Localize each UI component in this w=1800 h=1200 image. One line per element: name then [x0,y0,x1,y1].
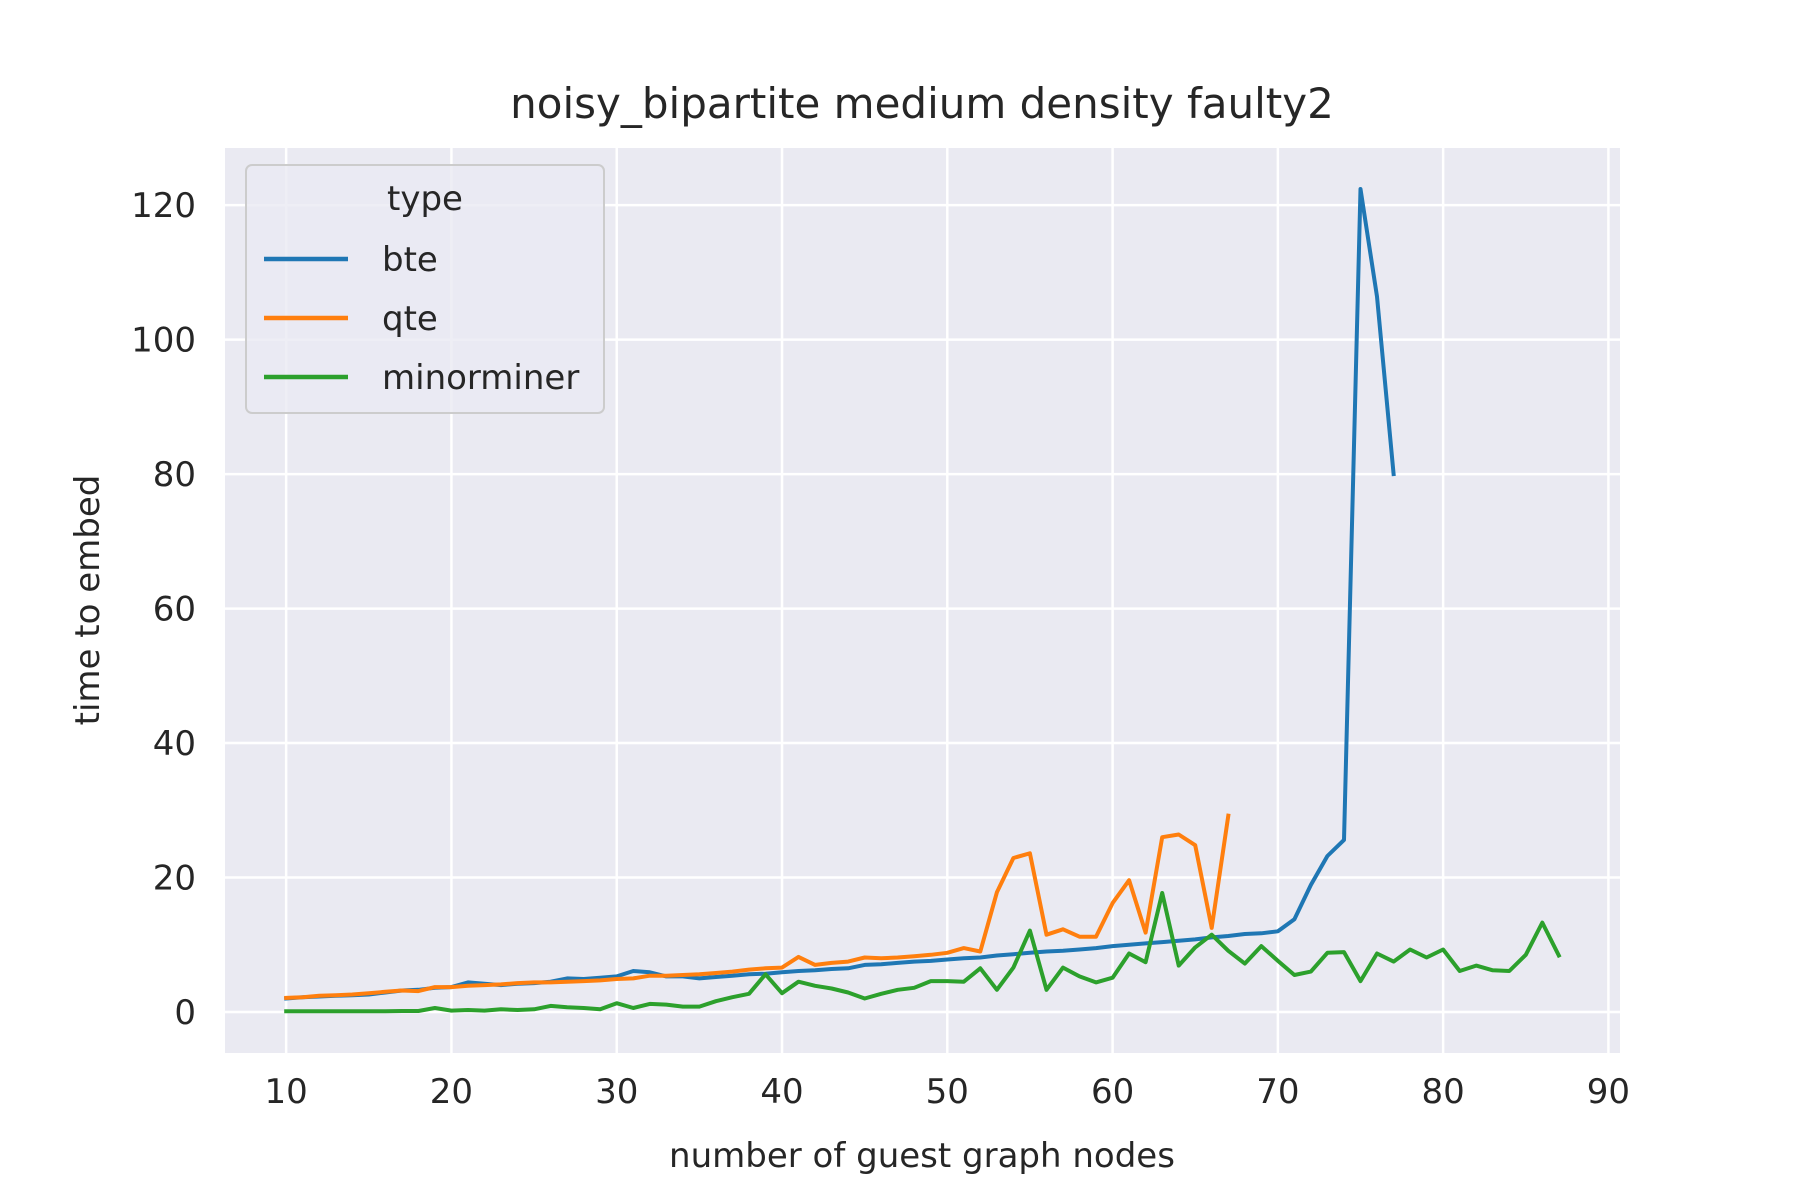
chart-title: noisy_bipartite medium density faulty2 [510,79,1334,128]
y-tick-label: 80 [153,455,196,495]
x-tick-label: 70 [1256,1072,1299,1112]
x-tick-label: 80 [1422,1072,1465,1112]
legend-label-minorminer: minorminer [382,358,579,398]
series-line-qte [284,813,1231,1000]
x-tick-label: 20 [430,1072,473,1112]
x-axis-ticks: 10 20 30 40 50 60 70 80 90 [265,1072,1631,1112]
legend-label-bte: bte [382,240,438,280]
legend-label-qte: qte [382,299,438,339]
grid-lines [225,148,1620,1053]
x-axis-label: number of guest graph nodes [669,1136,1175,1176]
legend-title: type [387,179,463,219]
y-tick-label: 60 [153,590,196,630]
y-tick-label: 100 [131,321,196,361]
y-axis-label: time to embed [68,475,108,726]
legend: type bte qte minorminer [245,164,605,414]
series-line-minorminer [284,891,1562,1014]
x-tick-label: 60 [1091,1072,1134,1112]
y-tick-label: 0 [174,993,196,1033]
data-series [284,187,1562,1014]
y-tick-label: 40 [153,724,196,764]
x-tick-label: 40 [760,1072,803,1112]
y-axis-ticks: 0 20 40 60 80 100 120 [131,186,196,1033]
x-tick-label: 90 [1587,1072,1630,1112]
y-tick-label: 20 [153,859,196,899]
x-tick-label: 30 [595,1072,638,1112]
legend-box [245,164,605,414]
y-tick-label: 120 [131,186,196,226]
x-tick-label: 50 [926,1072,969,1112]
x-tick-label: 10 [265,1072,308,1112]
